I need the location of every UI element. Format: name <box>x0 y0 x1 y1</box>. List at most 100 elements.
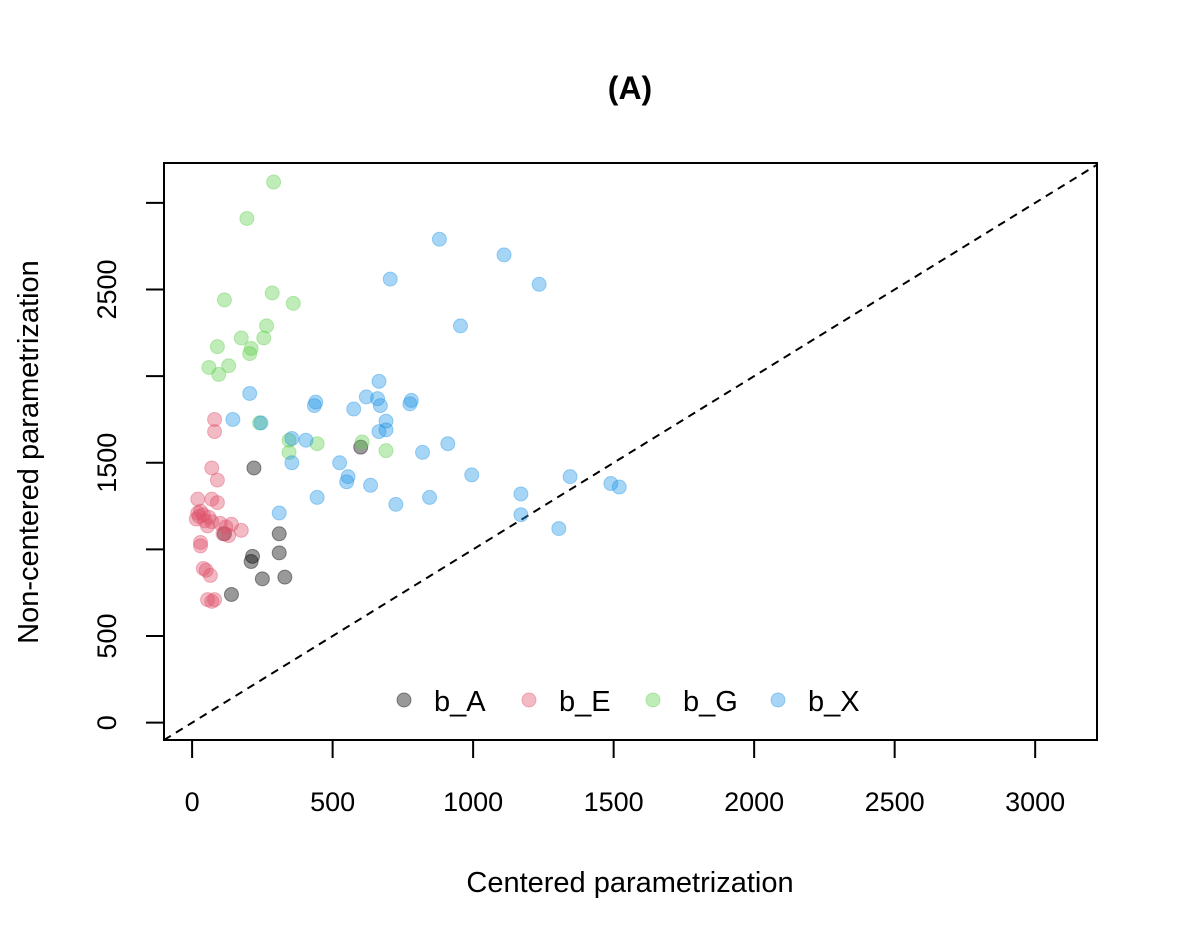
point-b_X-4 <box>452 318 468 334</box>
x-tick-label: 2000 <box>724 787 784 817</box>
point-b_X-24 <box>284 455 300 471</box>
point-b_G-7 <box>256 330 272 346</box>
point-b_X-31 <box>603 476 619 492</box>
point-b_X-7 <box>358 389 374 405</box>
point-b_G-19 <box>281 444 297 460</box>
y-axis: 0 500 1500 2500 <box>92 201 165 730</box>
point-b_X-14 <box>346 401 362 417</box>
point-b_X-6 <box>242 385 258 401</box>
point-b_G-1 <box>239 210 255 226</box>
point-b_E-7 <box>193 503 209 519</box>
legend-marker-b_A <box>396 692 412 708</box>
point-b_G-10 <box>242 346 258 362</box>
point-b_G-6 <box>233 330 249 346</box>
point-b_E-20 <box>215 526 231 542</box>
point-b_E-26 <box>202 567 218 583</box>
point-b_A-9 <box>223 586 239 602</box>
x-tick-label: 1000 <box>443 787 503 817</box>
point-b_X-11 <box>402 396 418 412</box>
point-b_A-5 <box>271 545 287 561</box>
point-b_E-5 <box>204 491 220 507</box>
point-b_X-35 <box>422 489 438 505</box>
x-tick-label: 2500 <box>865 787 925 817</box>
legend-marker-b_E <box>521 692 537 708</box>
point-b_A-8 <box>254 571 270 587</box>
point-b_E-9 <box>195 507 211 523</box>
point-b_E-23 <box>193 538 209 554</box>
point-b_E-11 <box>201 509 217 525</box>
point-b_X-10 <box>308 394 324 410</box>
point-b_E-24 <box>195 560 211 576</box>
point-b_E-2 <box>204 460 220 476</box>
point-b_X-32 <box>611 479 627 495</box>
point-b_X-15 <box>225 411 241 427</box>
point-b_G-9 <box>243 340 259 356</box>
point-b_E-1 <box>207 424 223 440</box>
x-axis: 0 500 1000 1500 2000 2500 3000 <box>185 739 1065 817</box>
point-b_G-18 <box>378 443 394 459</box>
x-tick-label: 500 <box>310 787 355 817</box>
point-b_X-19 <box>378 422 394 438</box>
point-b_E-12 <box>188 511 204 527</box>
legend-label-b_E: b_E <box>559 686 611 718</box>
point-b_G-11 <box>201 359 217 375</box>
point-b_X-37 <box>271 505 287 521</box>
point-b_X-23 <box>415 444 431 460</box>
legend-label-b_G: b_G <box>683 686 738 718</box>
point-b_E-6 <box>209 495 225 511</box>
y-tick-label: 0 <box>92 715 122 730</box>
x-tick-label: 3000 <box>1005 787 1065 817</box>
point-b_A-7 <box>277 569 293 585</box>
point-b_X-18 <box>371 424 387 440</box>
point-b_X-16 <box>378 413 394 429</box>
legend-marker-b_X <box>770 692 786 708</box>
y-tick-label: 500 <box>92 614 122 659</box>
point-b_E-8 <box>190 505 206 521</box>
point-b_E-19 <box>233 522 249 538</box>
point-b_E-28 <box>207 592 223 608</box>
point-b_E-17 <box>200 518 216 534</box>
point-b_X-5 <box>371 373 387 389</box>
point-b_E-16 <box>223 516 239 532</box>
point-b_X-33 <box>513 486 529 502</box>
point-b_X-17 <box>253 415 269 431</box>
y-tick-label: 2500 <box>92 259 122 319</box>
point-b_X-20 <box>284 431 300 447</box>
point-b_A-1 <box>353 439 369 455</box>
legend-label-b_X: b_X <box>808 686 860 718</box>
x-axis-label: Centered parametrization <box>466 867 793 899</box>
point-b_E-0 <box>207 411 223 427</box>
point-b_G-16 <box>354 434 370 450</box>
point-b_X-22 <box>440 436 456 452</box>
point-b_G-5 <box>259 318 275 334</box>
point-b_X-9 <box>403 392 419 408</box>
point-b_X-39 <box>551 521 567 537</box>
point-b_G-2 <box>264 285 280 301</box>
point-b_X-29 <box>339 474 355 490</box>
x-tick-label: 0 <box>185 787 200 817</box>
point-b_E-29 <box>204 593 220 609</box>
chart-title: (A) <box>608 70 652 106</box>
point-b_X-36 <box>388 496 404 512</box>
point-b_G-8 <box>209 339 225 355</box>
point-b_E-10 <box>191 508 207 524</box>
point-b_A-6 <box>243 554 259 570</box>
x-tick-label: 1500 <box>584 787 644 817</box>
point-b_X-2 <box>382 271 398 287</box>
point-b_E-18 <box>218 519 234 535</box>
legend-marker-b_G <box>645 692 661 708</box>
point-b_X-26 <box>464 467 480 483</box>
data-points <box>188 174 627 609</box>
point-b_X-12 <box>372 398 388 414</box>
point-b_X-38 <box>513 507 529 523</box>
point-b_A-4 <box>245 548 261 564</box>
point-b_X-8 <box>370 391 386 407</box>
y-tick-label: 1500 <box>92 433 122 493</box>
point-b_E-21 <box>221 528 237 544</box>
point-b_E-15 <box>212 515 228 531</box>
point-b_A-3 <box>271 526 287 542</box>
point-b_G-4 <box>285 295 301 311</box>
point-b_G-3 <box>216 292 232 308</box>
point-b_X-30 <box>363 477 379 493</box>
